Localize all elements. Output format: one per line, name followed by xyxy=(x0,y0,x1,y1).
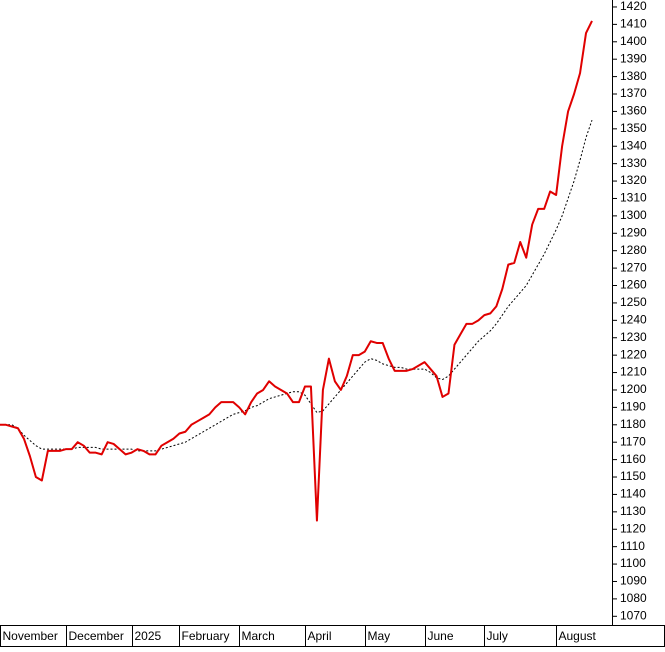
x-tick-label: July xyxy=(487,629,508,643)
x-tick-label: June xyxy=(428,629,454,643)
y-tick-label: 1210 xyxy=(620,365,647,379)
y-tick-label: 1100 xyxy=(620,556,646,570)
y-tick-label: 1080 xyxy=(620,591,647,605)
series-line xyxy=(0,20,593,522)
y-tick-label: 1310 xyxy=(620,191,647,205)
x-tick-label: March xyxy=(242,629,275,643)
x-tick-label: 2025 xyxy=(135,629,162,643)
y-tick-label: 1290 xyxy=(620,225,647,239)
x-tick-label: December xyxy=(69,629,124,643)
y-tick-label: 1420 xyxy=(620,0,647,13)
y-tick-label: 1160 xyxy=(620,452,646,466)
y-tick-label: 1360 xyxy=(620,104,647,118)
y-tick-label: 1130 xyxy=(620,504,646,518)
y-tick-label: 1200 xyxy=(620,382,647,396)
y-tick-label: 1370 xyxy=(620,86,647,100)
x-tick-label: August xyxy=(559,629,597,643)
y-tick-label: 1170 xyxy=(620,434,646,448)
y-tick-label: 1070 xyxy=(620,608,647,622)
y-tick-label: 1330 xyxy=(620,156,647,170)
y-tick-label: 1150 xyxy=(620,469,646,483)
y-tick-label: 1240 xyxy=(620,313,647,327)
y-tick-label: 1180 xyxy=(620,417,646,431)
y-tick-label: 1400 xyxy=(620,34,647,48)
y-tick-label: 1090 xyxy=(620,574,647,588)
y-tick-label: 1280 xyxy=(620,243,647,257)
y-tick-label: 1190 xyxy=(620,400,646,414)
series-line xyxy=(0,119,593,452)
y-tick-label: 1230 xyxy=(620,330,647,344)
y-tick-label: 1270 xyxy=(620,260,647,274)
y-tick-label: 1390 xyxy=(620,51,647,65)
y-tick-label: 1140 xyxy=(620,487,646,501)
x-tick-label: April xyxy=(308,629,332,643)
y-tick-label: 1220 xyxy=(620,347,647,361)
y-tick-label: 1340 xyxy=(620,138,647,152)
x-tick-label: November xyxy=(3,629,58,643)
y-tick-label: 1110 xyxy=(620,539,645,553)
x-tick-label: February xyxy=(182,629,230,643)
y-tick-label: 1260 xyxy=(620,278,647,292)
y-tick-label: 1300 xyxy=(620,208,647,222)
y-tick-label: 1380 xyxy=(620,69,647,83)
y-tick-label: 1320 xyxy=(620,173,647,187)
y-tick-label: 1250 xyxy=(620,295,647,309)
y-tick-label: 1120 xyxy=(620,521,646,535)
y-tick-label: 1350 xyxy=(620,121,647,135)
x-tick-label: May xyxy=(368,629,391,643)
y-tick-label: 1410 xyxy=(620,17,647,31)
